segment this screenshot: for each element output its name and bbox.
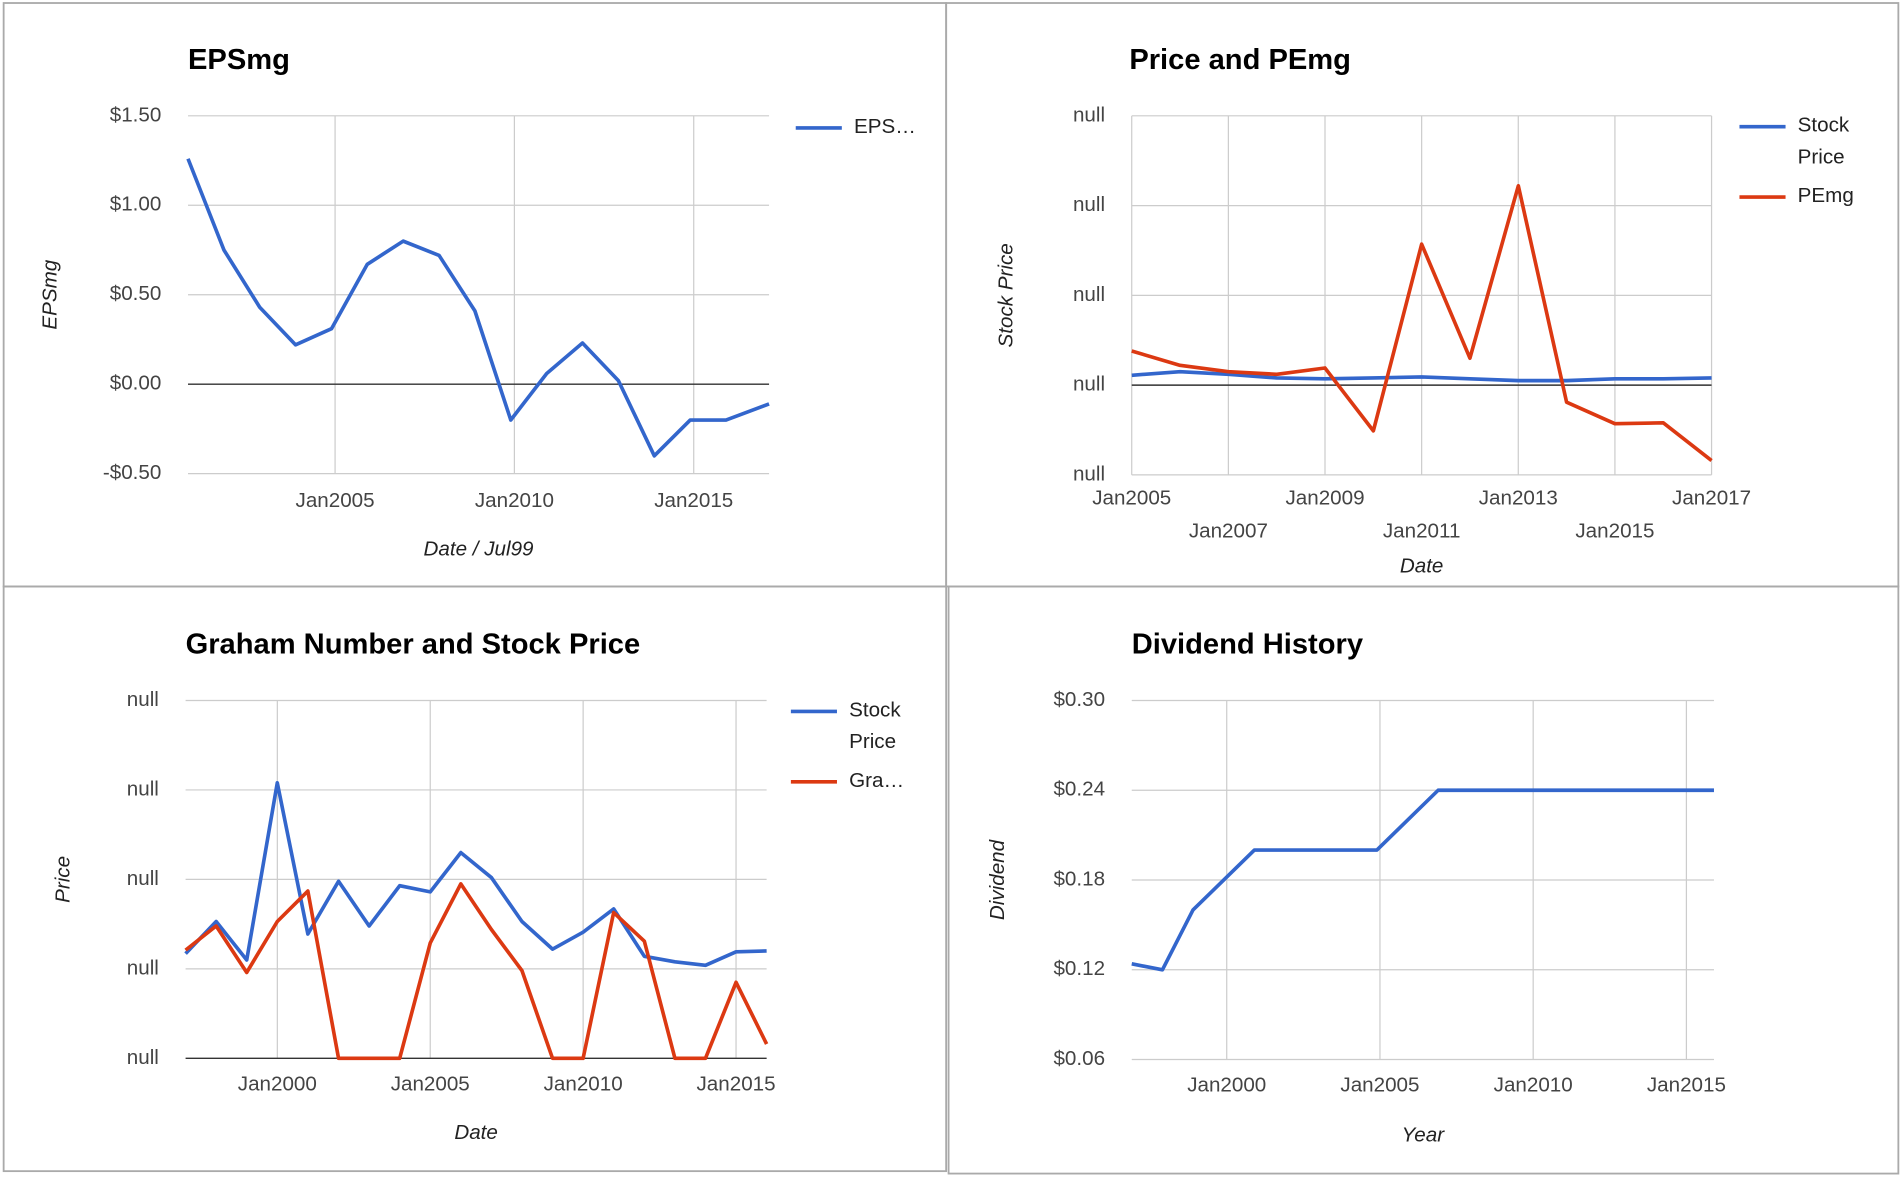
- x-tick-label: Jan2007: [1189, 519, 1268, 542]
- y-tick-label: $0.00: [110, 372, 162, 395]
- x-tick-label: Jan2017: [1672, 487, 1751, 510]
- legend-label: Stock Price: [849, 699, 901, 754]
- data-line: [1131, 788, 1714, 972]
- x-tick-label: Jan2015: [654, 489, 733, 512]
- chart-title: Graham Number and Stock Price: [186, 629, 641, 661]
- x-tick-label: Jan2010: [475, 489, 554, 512]
- y-tick-label: $0.50: [110, 282, 162, 305]
- x-axis-label: Year: [1402, 1123, 1446, 1146]
- panel-border: [2, 585, 948, 1173]
- x-tick-label: Jan2005: [391, 1072, 470, 1095]
- y-tick-label: null: [127, 867, 159, 890]
- y-tick-label: null: [127, 688, 159, 711]
- legend-label: Gra…: [849, 769, 904, 792]
- y-tick-label: $1.50: [110, 103, 162, 126]
- data-line: [1131, 183, 1713, 462]
- legend-label: Stock Price: [1798, 114, 1850, 169]
- x-axis-label: Date: [1400, 555, 1444, 578]
- chart-title: Dividend History: [1132, 629, 1364, 661]
- y-tick-label: $1.00: [110, 193, 162, 216]
- legend-label: EPS…: [854, 115, 916, 138]
- x-tick-label: Jan2009: [1285, 487, 1364, 510]
- y-tick-label: $0.12: [1053, 957, 1105, 980]
- y-axis-label: Dividend: [986, 839, 1009, 920]
- y-axis-label: EPSmg: [38, 259, 61, 329]
- y-tick-label: null: [1073, 373, 1105, 396]
- x-axis-label: Date: [454, 1121, 498, 1144]
- data-line: [186, 158, 770, 458]
- y-tick-label: $0.30: [1053, 688, 1105, 711]
- data-line: [184, 882, 769, 1061]
- panel-border: [947, 585, 1900, 1175]
- x-tick-label: Jan2005: [296, 489, 375, 512]
- y-tick-label: null: [127, 777, 159, 800]
- y-tick-label: null: [1073, 103, 1105, 126]
- y-axis-label: Stock Price: [994, 243, 1017, 347]
- y-tick-label: -$0.50: [103, 461, 161, 484]
- x-tick-label: Jan2015: [1575, 519, 1654, 542]
- x-axis-label: Date / Jul99: [424, 538, 535, 561]
- x-tick-label: Jan2005: [1092, 487, 1171, 510]
- x-tick-label: Jan2015: [1647, 1074, 1726, 1097]
- y-tick-label: null: [1073, 462, 1105, 485]
- y-tick-label: null: [1073, 283, 1105, 306]
- legend-label: PEmg: [1798, 185, 1854, 208]
- x-tick-label: Jan2010: [1494, 1074, 1573, 1097]
- x-tick-label: Jan2015: [697, 1072, 776, 1095]
- y-tick-label: null: [127, 956, 159, 979]
- x-tick-label: Jan2010: [544, 1072, 623, 1095]
- y-tick-label: $0.24: [1053, 778, 1105, 801]
- y-tick-label: null: [1073, 193, 1105, 216]
- y-axis-label: Price: [52, 856, 75, 903]
- y-tick-label: $0.06: [1053, 1047, 1105, 1070]
- x-tick-label: Jan2000: [238, 1072, 317, 1095]
- chart-title: Price and PEmg: [1129, 44, 1351, 76]
- x-tick-label: Jan2011: [1383, 519, 1461, 542]
- x-tick-label: Jan2000: [1187, 1074, 1266, 1097]
- chart-title: EPSmg: [188, 44, 290, 76]
- data-line: [1131, 369, 1712, 383]
- x-tick-label: Jan2005: [1340, 1074, 1419, 1097]
- y-tick-label: null: [127, 1046, 159, 1069]
- x-tick-label: Jan2013: [1479, 487, 1558, 510]
- data-line: [184, 781, 767, 968]
- y-tick-label: $0.18: [1053, 867, 1105, 890]
